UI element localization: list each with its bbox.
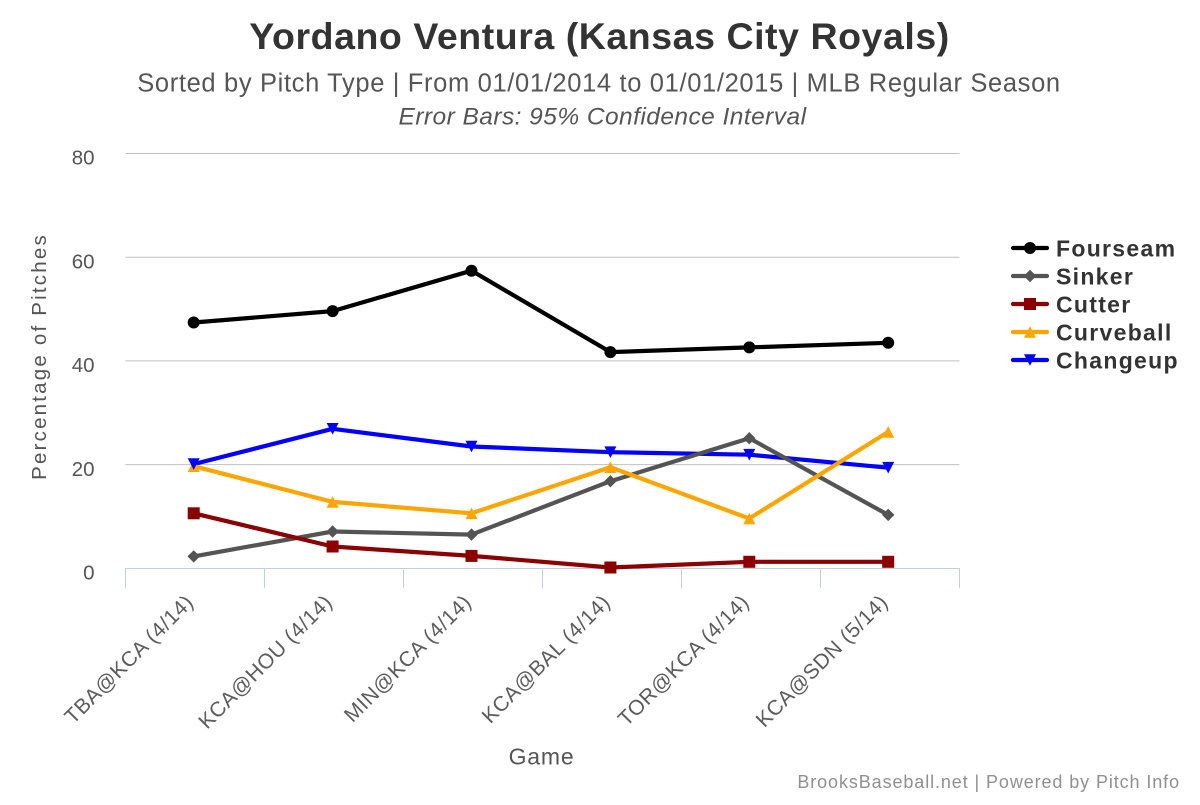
svg-text:Sinker: Sinker (1056, 264, 1134, 290)
svg-text:Cutter: Cutter (1056, 292, 1132, 318)
svg-text:60: 60 (72, 250, 95, 273)
svg-text:Fourseam: Fourseam (1056, 236, 1176, 262)
svg-text:Curveball: Curveball (1056, 320, 1173, 346)
svg-text:0: 0 (83, 562, 94, 585)
svg-text:Yordano Ventura (Kansas City R: Yordano Ventura (Kansas City Royals) (249, 15, 950, 57)
svg-text:Changeup: Changeup (1056, 348, 1179, 374)
svg-text:Error Bars: 95% Confidence Int: Error Bars: 95% Confidence Interval (399, 103, 807, 130)
svg-text:Game: Game (509, 744, 575, 770)
svg-text:40: 40 (72, 354, 95, 377)
svg-text:80: 80 (72, 147, 95, 170)
svg-text:Sorted by Pitch Type | From 01: Sorted by Pitch Type | From 01/01/2014 t… (137, 69, 1061, 97)
svg-text:BrooksBaseball.net | Powered b: BrooksBaseball.net | Powered by Pitch In… (797, 772, 1180, 792)
svg-text:Percentage of Pitches: Percentage of Pitches (28, 233, 51, 480)
svg-text:20: 20 (72, 458, 95, 481)
